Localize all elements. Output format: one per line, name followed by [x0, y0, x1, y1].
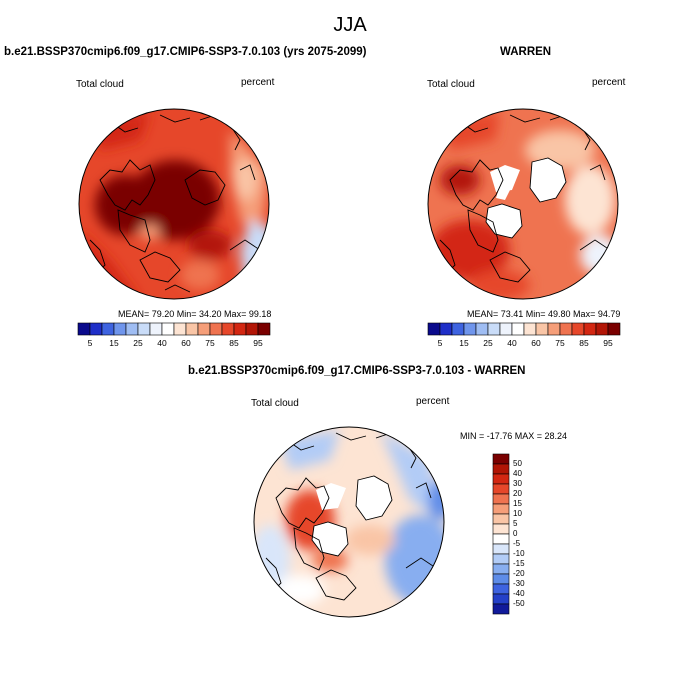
colorbar-swatch: [245, 322, 259, 336]
map-model-cloud: [78, 108, 270, 300]
map-difference: [253, 426, 445, 618]
panel2-title: WARREN: [500, 46, 552, 58]
colorbar-panel1: [77, 322, 271, 336]
colorbar-tick-label: 75: [555, 338, 565, 348]
colorbar-swatch: [221, 322, 235, 336]
colorbar-swatch: [607, 322, 621, 336]
colorbar-tick-label: 15: [513, 499, 522, 508]
colorbar-swatch: [492, 503, 510, 515]
colorbar-tick-label: 25: [483, 338, 493, 348]
colorbar-swatch: [492, 553, 510, 565]
colorbar-tick-label: 95: [603, 338, 613, 348]
colorbar-swatch: [492, 463, 510, 475]
colorbar-difference: [492, 453, 510, 615]
panel2-variable-label: Total cloud: [427, 79, 475, 90]
panel1-units-label: percent: [241, 77, 275, 88]
colorbar-swatch: [77, 322, 91, 336]
colorbar-swatch: [499, 322, 513, 336]
colorbar-tick-label: -10: [513, 549, 525, 558]
colorbar-swatch: [492, 583, 510, 595]
colorbar-tick-label: 85: [579, 338, 589, 348]
colorbar-tick-label: 10: [513, 509, 522, 518]
colorbar-tick-label: 15: [109, 338, 119, 348]
colorbar-tick-label: -50: [513, 599, 525, 608]
colorbar-swatch: [101, 322, 115, 336]
colorbar-tick-label: 60: [181, 338, 191, 348]
colorbar-swatch: [535, 322, 549, 336]
colorbar-swatch: [559, 322, 573, 336]
colorbar-tick-label: 25: [133, 338, 143, 348]
colorbar-swatch: [571, 322, 585, 336]
colorbar-swatch: [523, 322, 537, 336]
colorbar-swatch: [487, 322, 501, 336]
colorbar-swatch: [149, 322, 163, 336]
colorbar-tick-label: 15: [459, 338, 469, 348]
colorbar-tick-label: -15: [513, 559, 525, 568]
colorbar-swatch: [492, 453, 510, 465]
colorbar-swatch: [89, 322, 103, 336]
panel2-units-label: percent: [592, 77, 626, 88]
colorbar-swatch: [427, 322, 441, 336]
colorbar-swatch: [113, 322, 127, 336]
colorbar-tick-label: 95: [253, 338, 263, 348]
panel3-title: b.e21.BSSP370cmip6.f09_g17.CMIP6-SSP3-7.…: [188, 365, 526, 377]
colorbar-swatch: [492, 573, 510, 585]
colorbar-swatch: [185, 322, 199, 336]
page-title: JJA: [333, 14, 367, 36]
panel2-stats: MEAN= 73.41 Min= 49.80 Max= 94.79: [467, 309, 621, 319]
colorbar-swatch: [161, 322, 175, 336]
panel1-variable-label: Total cloud: [76, 79, 124, 90]
colorbar-swatch: [547, 322, 561, 336]
colorbar-tick-label: 50: [513, 459, 522, 468]
colorbar-tick-label: 30: [513, 479, 522, 488]
map-warren-cloud: [427, 108, 619, 300]
colorbar-swatch: [257, 322, 271, 336]
colorbar-swatch: [492, 533, 510, 545]
colorbar-swatch: [511, 322, 525, 336]
colorbar-swatch: [492, 603, 510, 615]
panel1-title: b.e21.BSSP370cmip6.f09_g17.CMIP6-SSP3-7.…: [4, 46, 367, 58]
panel3-variable-label: Total cloud: [251, 398, 299, 409]
colorbar-swatch: [492, 543, 510, 555]
colorbar-tick-label: 0: [513, 529, 518, 538]
colorbar-tick-label: 40: [507, 338, 517, 348]
colorbar-swatch: [583, 322, 597, 336]
colorbar-swatch: [492, 593, 510, 605]
colorbar-swatch: [451, 322, 465, 336]
colorbar-tick-label: 40: [157, 338, 167, 348]
colorbar-tick-label: 5: [513, 519, 518, 528]
colorbar-swatch: [173, 322, 187, 336]
colorbar-tick-label: -5: [513, 539, 521, 548]
colorbar-tick-label: 75: [205, 338, 215, 348]
colorbar-swatch: [197, 322, 211, 336]
colorbar-swatch: [492, 483, 510, 495]
colorbar-swatch: [492, 473, 510, 485]
colorbar-tick-label: 60: [531, 338, 541, 348]
colorbar-tick-label: 5: [437, 338, 443, 348]
colorbar-swatch: [595, 322, 609, 336]
colorbar-tick-label: 40: [513, 469, 522, 478]
colorbar-swatch: [137, 322, 151, 336]
colorbar-swatch: [492, 493, 510, 505]
colorbar-tick-label: 5: [87, 338, 93, 348]
colorbar-tick-label: -20: [513, 569, 525, 578]
colorbar-swatch: [463, 322, 477, 336]
panel1-stats: MEAN= 79.20 Min= 34.20 Max= 99.18: [118, 309, 272, 319]
colorbar-swatch: [209, 322, 223, 336]
colorbar-swatch: [492, 513, 510, 525]
colorbar-swatch: [233, 322, 247, 336]
colorbar-panel2: [427, 322, 621, 336]
colorbar-tick-label: 85: [229, 338, 239, 348]
colorbar-swatch: [475, 322, 489, 336]
colorbar-tick-label: 20: [513, 489, 522, 498]
panel3-stats: MIN = -17.76 MAX = 28.24: [460, 431, 568, 441]
colorbar-swatch: [492, 563, 510, 575]
colorbar-swatch: [125, 322, 139, 336]
colorbar-tick-label: -30: [513, 579, 525, 588]
panel3-units-label: percent: [416, 396, 450, 407]
colorbar-tick-label: -40: [513, 589, 525, 598]
colorbar-swatch: [439, 322, 453, 336]
colorbar-swatch: [492, 523, 510, 535]
